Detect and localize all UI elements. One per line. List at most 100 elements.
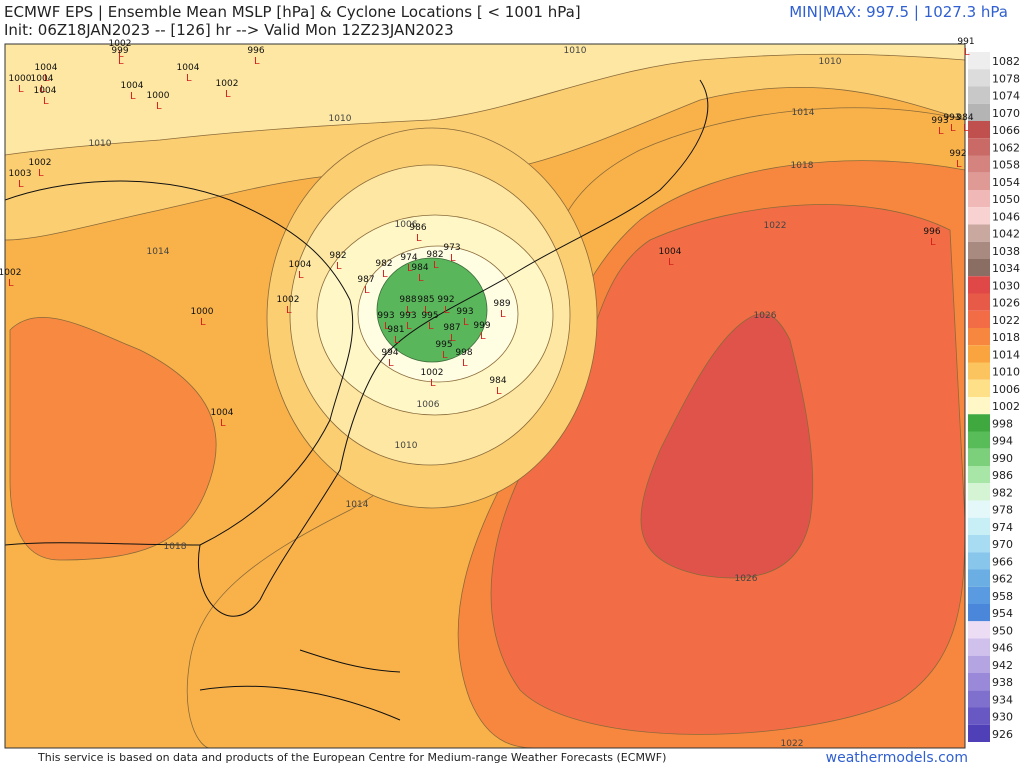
colorbar-label: 1066 (992, 124, 1020, 137)
cyclone-pressure: 996 (247, 46, 264, 56)
colorbar-label: 1002 (992, 400, 1020, 413)
colorbar-label: 966 (992, 555, 1013, 568)
colorbar-swatch (968, 397, 990, 415)
min-max: MIN|MAX: 997.5 | 1027.3 hPa (789, 3, 1008, 21)
field-low-998 (376, 257, 488, 363)
colorbar-label: 1022 (992, 314, 1020, 327)
cyclone-pressure: 974 (400, 253, 417, 263)
colorbar-label: 1054 (992, 176, 1020, 189)
colorbar-swatch (968, 190, 990, 208)
colorbar-swatch (968, 604, 990, 622)
colorbar-label: 1062 (992, 141, 1020, 154)
cyclone-marker: L (416, 233, 422, 244)
cyclone-pressure: 1004 (211, 408, 234, 418)
caribbean-coast (199, 649, 401, 721)
colorbar-label: 1030 (992, 279, 1020, 292)
contour-label: 1010 (564, 46, 587, 56)
cyclone-marker: L (8, 278, 14, 289)
gulf-coast (5, 542, 201, 546)
colorbar-swatch (968, 431, 990, 449)
cyclone-pressure: 982 (375, 259, 392, 269)
colorbar-label: 934 (992, 693, 1013, 706)
cyclone-marker: L (424, 305, 430, 316)
cyclone-pressure: 999 (473, 321, 490, 331)
contour-label: 1018 (791, 161, 814, 171)
colorbar-label: 1018 (992, 331, 1020, 344)
cyclone-pressure: 992 (949, 149, 966, 159)
colorbar-swatch (968, 483, 990, 501)
colorbar-swatch (968, 86, 990, 104)
cyclone-pressure: 993 (931, 116, 948, 126)
cyclone-marker: L (298, 270, 304, 281)
cyclone-marker: L (668, 257, 674, 268)
colorbar-label: 926 (992, 728, 1013, 741)
colorbar-label: 1082 (992, 55, 1020, 68)
colorbar-swatch (968, 586, 990, 604)
colorbar-label: 1074 (992, 90, 1020, 103)
colorbar-swatch (968, 535, 990, 553)
contour-label: 1026 (735, 574, 758, 584)
cyclone-pressure: 982 (426, 250, 443, 260)
title: ECMWF EPS | Ensemble Mean MSLP [hPa] & C… (4, 3, 581, 21)
contour-label: 1010 (395, 441, 418, 451)
cyclone-pressure: 998 (455, 348, 472, 358)
cyclone-marker: L (930, 237, 936, 248)
colorbar-swatch (968, 52, 990, 70)
cyclone-marker: L (496, 386, 502, 397)
coastline (5, 79, 709, 617)
contour-label: 1022 (781, 739, 804, 749)
field-1026 (640, 313, 814, 579)
cyclone-pressure: 992 (437, 295, 454, 305)
colorbar-swatch (968, 673, 990, 691)
cyclone-pressure: 993 (377, 311, 394, 321)
cyclone-marker: L (950, 123, 956, 134)
cyclone-pressure: 986 (409, 223, 426, 233)
cyclone-pressure: 989 (493, 299, 510, 309)
colorbar-swatch (968, 345, 990, 363)
colorbar-swatch (968, 448, 990, 466)
cyclone-marker: L (964, 47, 970, 58)
colorbar-label: 1026 (992, 297, 1020, 310)
cyclone-marker: L (428, 321, 434, 332)
cyclone-marker: L (442, 350, 448, 361)
contour-label: 1010 (329, 114, 352, 124)
contour-label: 1018 (164, 542, 187, 552)
colorbar-swatch (968, 621, 990, 639)
cyclone-marker: L (956, 159, 962, 170)
cyclone-pressure: 999 (111, 46, 128, 56)
cyclone-pressure: 981 (387, 325, 404, 335)
cyclone-pressure: 994 (381, 348, 398, 358)
cyclone-pressure: 1004 (177, 63, 200, 73)
cyclone-pressure: 1003 (9, 169, 32, 179)
cyclone-marker: L (254, 56, 260, 67)
cyclone-pressure: 987 (357, 275, 374, 285)
colorbar-swatch (968, 207, 990, 225)
cyclone-marker: L (407, 263, 413, 274)
cyclone-pressure: 1002 (277, 295, 300, 305)
cyclone-marker: L (450, 253, 456, 264)
cyclone-marker: L (394, 335, 400, 346)
colorbar-swatch (968, 690, 990, 708)
cyclone-pressure: 1002 (216, 79, 239, 89)
colorbar-swatch (968, 569, 990, 587)
cyclone-pressure: 985 (417, 295, 434, 305)
cyclone-pressure: 982 (329, 251, 346, 261)
field-1006 (5, 44, 965, 156)
cyclone-pressure: 1004 (34, 86, 57, 96)
colorbar-swatch (968, 517, 990, 535)
colorbar-label: 962 (992, 573, 1013, 586)
colorbar-swatch (968, 707, 990, 725)
cyclone-pressure: 991 (957, 37, 974, 47)
cyclone-pressure: 1002 (421, 368, 444, 378)
colorbar-swatch (968, 138, 990, 156)
pressure-fields (5, 44, 965, 748)
colorbar-swatch (968, 638, 990, 656)
cyclone-marker: L (38, 168, 44, 179)
cyclone-pressure: 1000 (191, 307, 214, 317)
cyclone-pressure: 1002 (0, 268, 21, 278)
field-1018-land (9, 316, 217, 561)
colorbar-label: 954 (992, 607, 1013, 620)
cyclone-pressure: 987 (443, 323, 460, 333)
colorbar-swatch (968, 655, 990, 673)
